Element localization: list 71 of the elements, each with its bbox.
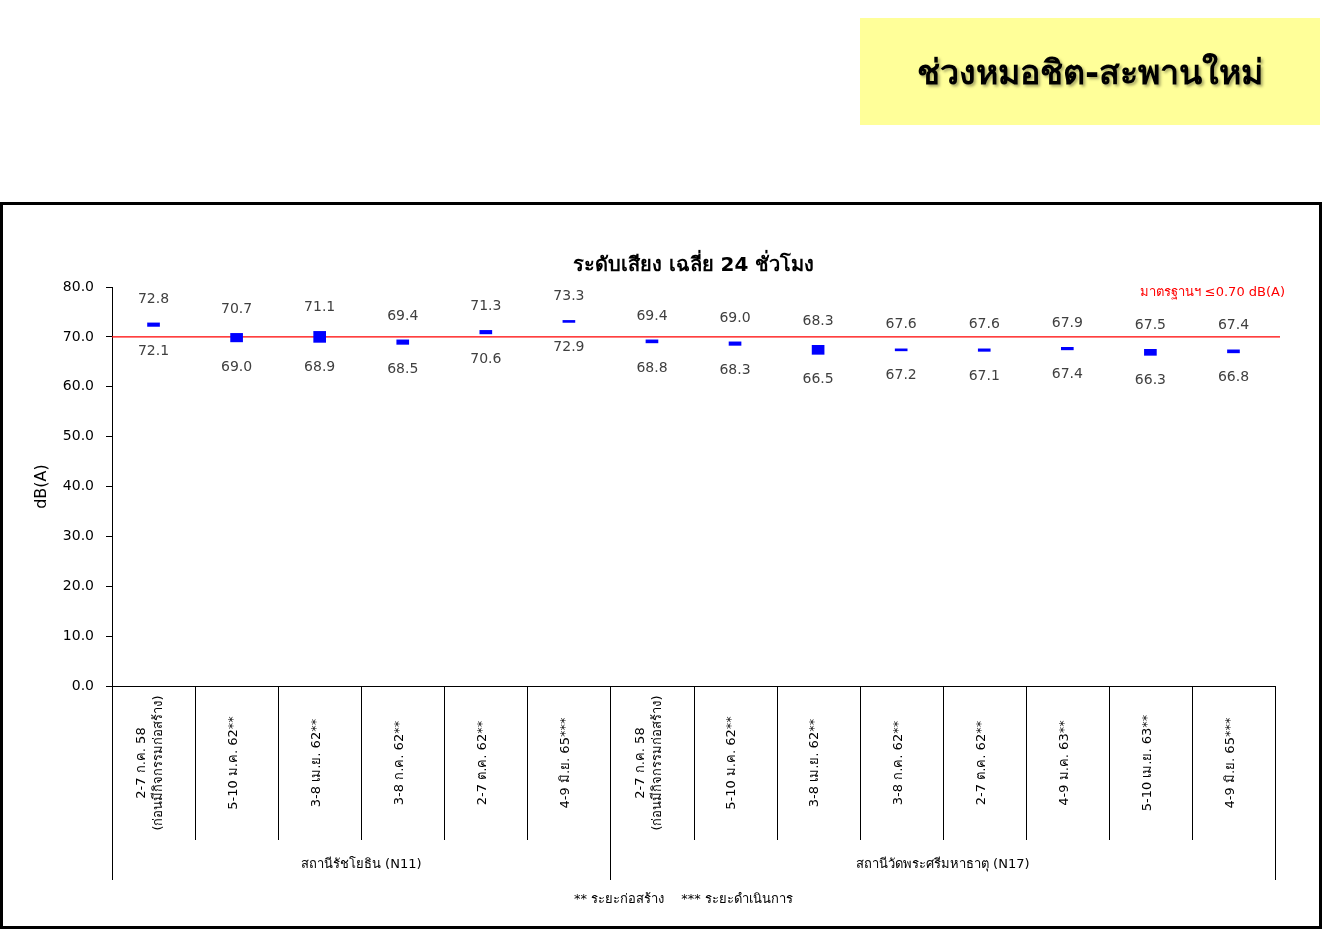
annotation: 67.1 <box>968 366 1000 383</box>
x-tick-label: 5-10 ม.ค. 62** <box>224 715 240 810</box>
text: สถานีรัชโยธิน (N11) <box>300 856 422 872</box>
annotation: 67.9 <box>1051 313 1083 330</box>
x-tick-label: 5-10 ม.ค. 62** <box>723 715 739 810</box>
annotation: 70.6 <box>470 349 502 366</box>
ref-line-label: มาตรฐานฯ ≤0.70 dB(A) <box>1139 284 1285 301</box>
annotation: 68.3 <box>719 360 751 377</box>
annotation: 72.1 <box>137 342 170 359</box>
candlestick <box>977 348 991 352</box>
candlestick <box>396 339 410 345</box>
annotation: 67.4 <box>1051 365 1083 382</box>
candlestick <box>147 322 160 327</box>
candlestick <box>728 341 742 346</box>
x-tick-label: 3-8 เม.ย. 62** <box>308 718 324 808</box>
x-tick-label: 4-9 ม.ค. 63** <box>1055 719 1071 806</box>
annotation: 69.4 <box>636 306 668 323</box>
annotation: 67.6 <box>885 315 917 332</box>
candlestick <box>1144 349 1157 356</box>
annotation: 67.6 <box>968 315 1000 332</box>
annotation: 68.8 <box>636 358 668 375</box>
candlestick <box>1060 347 1074 351</box>
annotation: 68.9 <box>304 358 336 374</box>
x-tick-label: 2-7 ต.ค. 62** <box>474 720 490 806</box>
annotation: 70.7 <box>221 300 253 317</box>
x-tick-label: 3-8 ก.ค. 62** <box>889 720 905 806</box>
chart-title: ช่วงหมอชิต-สะพานใหม่ <box>916 50 1264 94</box>
y-tick-label: 30.0 <box>62 527 94 544</box>
annotation: 66.3 <box>1134 370 1166 387</box>
x-tick-label: 3-8 ก.ค. 62** <box>391 720 407 806</box>
y-tick-label: 10.0 <box>62 626 94 643</box>
candlestick <box>811 345 825 355</box>
title-banner: ช่วงหมอชิต-สะพานใหม่ <box>860 18 1320 125</box>
candlestick <box>479 330 493 335</box>
annotation: 69.0 <box>719 308 751 325</box>
text: สถานีวัดพระศรีมหาธาตุ (N17) <box>855 856 1030 873</box>
text: ** ระยะก่อสร้าง <box>574 891 665 907</box>
chart-subtitle: ระดับเสียง เฉลี่ย 24 ชั่วโมง <box>572 249 815 277</box>
annotation: 67.4 <box>1217 316 1250 333</box>
y-tick-label: 80.0 <box>62 277 94 294</box>
annotation: 71.1 <box>304 298 336 315</box>
x-tick-label: 2-7 ก.ค. 58 (ก่อนมีกิจกรรมก่อสร้าง) <box>133 695 166 831</box>
annotation: 67.2 <box>885 366 917 383</box>
candlestick <box>313 331 327 343</box>
y-tick-label: 50.0 <box>62 427 94 444</box>
annotation: 73.3 <box>553 287 585 304</box>
y-tick-label: 60.0 <box>62 377 94 394</box>
annotation: 71.3 <box>470 297 502 314</box>
y-axis-title: dB(A) <box>31 464 51 509</box>
y-tick-label: 0.0 <box>71 676 94 693</box>
x-tick-label: 2-7 ต.ค. 62** <box>972 720 988 806</box>
annotation: 72.9 <box>553 338 585 355</box>
annotation: 69.4 <box>387 306 419 323</box>
annotation: 68.5 <box>387 360 419 376</box>
x-tick-label: 2-7 ก.ค. 58 (ก่อนมีกิจกรรมก่อสร้าง) <box>631 695 664 831</box>
y-tick-label: 20.0 <box>62 576 94 593</box>
annotation: 72.8 <box>137 289 170 306</box>
annotation: 66.8 <box>1217 368 1250 385</box>
y-tick-label: 70.0 <box>62 327 94 344</box>
x-tick-label: 5-10 เม.ย. 63** <box>1138 714 1154 812</box>
annotation: 69.0 <box>221 357 253 374</box>
x-tick-label: 4-9 มิ.ย. 65*** <box>1221 717 1237 809</box>
annotation: 68.3 <box>802 311 834 328</box>
x-tick-label: 3-8 เม.ย. 62** <box>806 718 822 808</box>
x-tick-label: 4-9 มิ.ย. 65*** <box>557 717 573 809</box>
text: *** ระยะดำเนินการ <box>681 891 793 907</box>
candlestick <box>230 333 243 343</box>
annotation: 67.5 <box>1134 315 1166 332</box>
candlestick <box>562 320 576 323</box>
annotation: 66.5 <box>802 369 834 386</box>
y-tick-label: 40.0 <box>62 477 94 494</box>
